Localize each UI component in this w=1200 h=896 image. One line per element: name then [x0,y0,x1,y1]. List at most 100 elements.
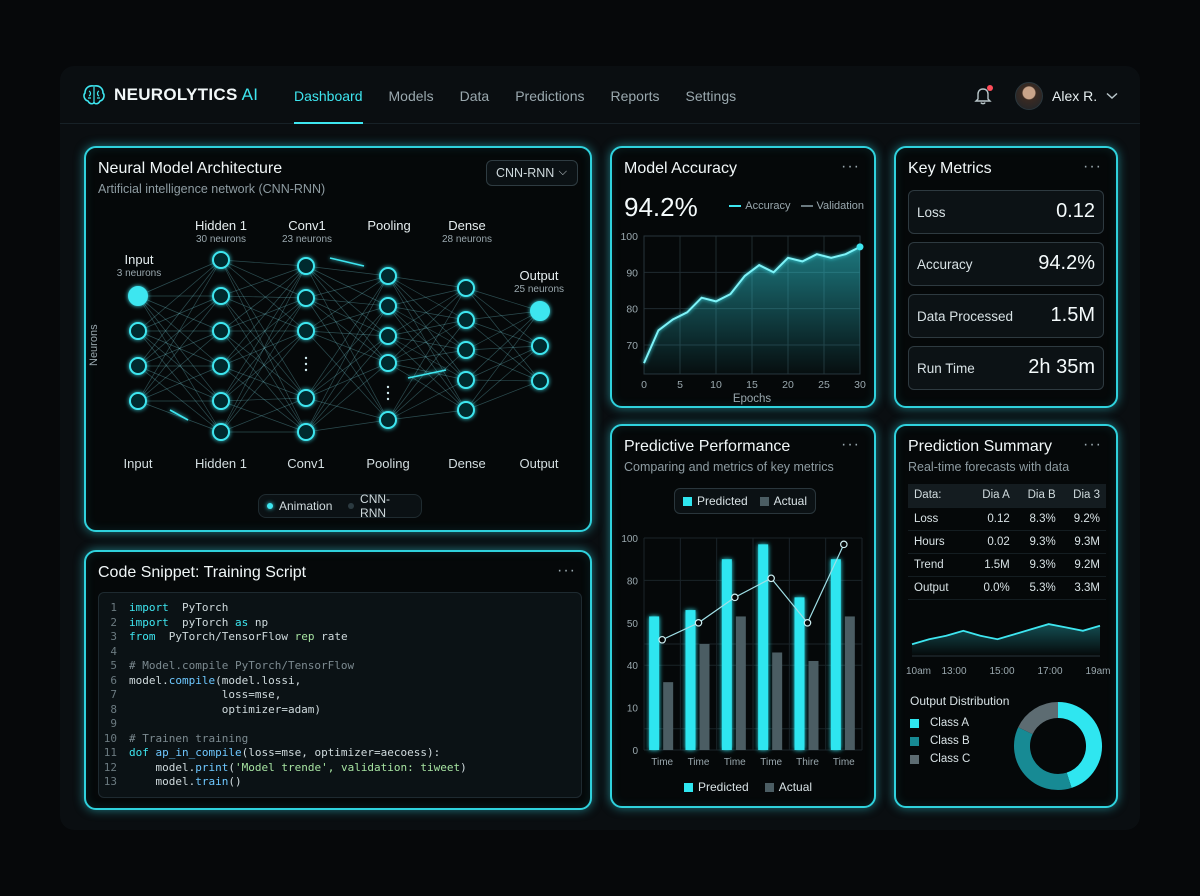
toggle-cnn-rnn[interactable]: CNN-RNN [340,492,421,520]
connection-line [305,297,389,421]
nav-dashboard[interactable]: Dashboard [294,66,363,124]
connection-line [387,275,467,381]
connection-line [305,335,389,433]
table-row[interactable]: Loss 0.12 8.3% 9.2% [908,507,1106,531]
table-row[interactable]: Output 0.0% 5.3% 3.3M [908,576,1106,600]
line-number: 9 [110,717,117,730]
layer-bottom-dense: Dense [448,456,486,471]
connection-line [465,310,541,351]
neuron-node [128,286,148,306]
trend-point [767,574,775,583]
table-header-cell: Data: [908,484,971,508]
more-options-icon[interactable]: ··· [841,436,860,453]
connection-line [305,265,389,277]
connection-line [220,259,307,267]
line-number: 8 [110,702,117,716]
neuron-node [212,357,230,375]
connection-line [137,295,222,332]
nav-settings[interactable]: Settings [685,88,737,104]
x-tick-label: 25 [818,379,830,391]
connection-line [465,287,541,347]
layer-label-input: Input 3 neurons [116,252,162,279]
more-options-icon[interactable]: ··· [557,562,576,579]
brand-logo[interactable]: NEUROLYTICS AI [82,84,258,106]
x-tick-label: 15:00 [989,666,1014,677]
chevron-down-icon [1106,92,1118,100]
summary-table: Data: Dia A Dia B Dia 3 Loss 0.12 8.3% 9.2% Hour… [908,484,1106,600]
code-editor[interactable]: 1 import PyTorch 2 import pyTorch as np 3 fro… [98,592,582,798]
line-number: 12 [103,760,117,774]
connection-line [137,259,222,367]
code-text: # Model.compile PyTorch/TensorFlow [129,659,355,672]
trend-line [911,623,1101,646]
table-header-cell: Dia B [1015,484,1062,508]
code-text: dof ap_in_compile(loss=mse, optimizer=ae… [129,746,441,759]
neuron-node [297,289,315,307]
x-tick-label: Time [688,757,710,768]
connection-line [305,397,389,421]
connection-line [220,297,307,433]
accuracy-endpoint [856,243,864,251]
flow-arrow [169,409,189,421]
trend-point [694,619,703,627]
connection-line [220,265,307,433]
view-toggle: Animation CNN-RNN [258,492,422,520]
connection-line [137,330,222,433]
connection-line [137,259,222,297]
nav-reports[interactable]: Reports [610,88,660,104]
connection-line [220,295,307,399]
connection-line [387,362,467,411]
y-tick-label: 40 [627,661,639,672]
connection-line [387,349,467,364]
table-cell: 9.2% [1061,507,1106,531]
line-number: 5 [110,659,117,672]
layer-label-output: Output 25 neurons [513,268,565,295]
avatar [1015,82,1043,110]
metric-card-loss: Loss 0.12 [908,190,1104,234]
trend-point [840,540,848,549]
connection-line [305,305,389,399]
more-options-icon[interactable]: ··· [1083,436,1102,453]
code-line: 1 import PyTorch [99,601,581,616]
nav-predictions[interactable]: Predictions [515,88,585,104]
table-header-cell: Dia 3 [1061,484,1106,508]
legend-actual[interactable]: Actual [759,494,807,508]
y-tick-label: 10 [627,704,639,715]
toggle-animation[interactable]: Animation [259,499,340,513]
line-number: 11 [103,746,117,759]
table-row[interactable]: Hours 0.02 9.3% 9.3M [908,530,1106,554]
more-options-icon[interactable]: ··· [1083,158,1102,175]
layer-label-pooling: Pooling [367,218,411,233]
more-options-icon[interactable]: ··· [841,158,860,175]
x-tick-label: 10am [906,666,931,677]
connection-line [137,295,222,402]
table-cell: 0.0% [970,576,1016,600]
connection-line [137,330,222,402]
brand-suffix: AI [241,85,259,104]
code-line: 2 import pyTorch as np [99,616,581,631]
connection-line [305,265,389,307]
notifications-button[interactable] [974,85,993,110]
layer-bottom-input: Input [123,456,153,471]
table-cell: Loss [908,507,971,531]
x-tick-label: 19am [1085,666,1110,677]
connection-line [387,305,467,321]
connection-line [305,362,389,399]
connection-line [387,305,467,381]
connection-line [305,419,389,433]
nav-models[interactable]: Models [388,88,434,104]
code-line: 8 optimizer=adam) [99,703,581,718]
code-text: # Trainen training [129,731,249,745]
line-number: 3 [110,630,117,643]
model-type-dropdown[interactable]: CNN-RNN ⌵ [486,160,578,186]
code-line: 3 from PyTorch/TensorFlow rep rate [99,630,581,645]
code-text: model.compile(model.lossi, [129,673,302,687]
legend-validation: Validation [800,200,864,212]
code-line: 6 model.compile(model.lossi, [99,674,581,689]
connection-line [220,297,307,367]
nav-data[interactable]: Data [459,88,490,104]
legend-predicted[interactable]: Predicted [682,494,748,508]
user-menu[interactable]: Alex R. [1015,82,1118,110]
table-row[interactable]: Trend 1.5M 9.3% 9.2M [908,553,1106,577]
line-number: 10 [103,731,117,745]
